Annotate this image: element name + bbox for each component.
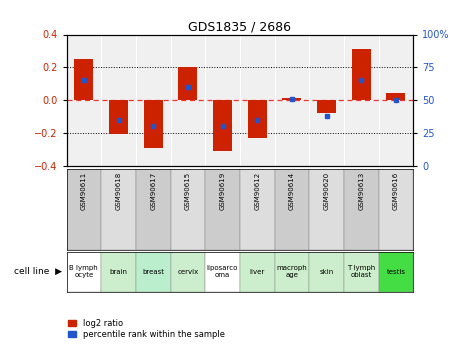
Text: liver: liver bbox=[249, 269, 265, 275]
Bar bbox=[101, 252, 136, 292]
Bar bbox=[282, 98, 302, 100]
Bar bbox=[178, 67, 198, 100]
Text: GSM90619: GSM90619 bbox=[219, 171, 226, 210]
Bar bbox=[309, 169, 344, 250]
Bar bbox=[101, 169, 136, 250]
Text: GSM90614: GSM90614 bbox=[289, 171, 295, 210]
Bar bbox=[379, 252, 413, 292]
Text: GSM90618: GSM90618 bbox=[115, 171, 122, 210]
Bar bbox=[275, 252, 309, 292]
Text: T lymph
oblast: T lymph oblast bbox=[347, 265, 375, 278]
Bar bbox=[66, 252, 101, 292]
Bar bbox=[74, 59, 94, 100]
Bar bbox=[240, 169, 275, 250]
Text: GSM90617: GSM90617 bbox=[150, 171, 156, 210]
Bar bbox=[344, 169, 379, 250]
Bar bbox=[205, 252, 240, 292]
Text: brain: brain bbox=[110, 269, 127, 275]
Text: cervix: cervix bbox=[177, 269, 199, 275]
Bar bbox=[317, 100, 336, 113]
Text: cell line  ▶: cell line ▶ bbox=[14, 267, 62, 276]
Bar bbox=[386, 93, 406, 100]
Text: liposarco
oma: liposarco oma bbox=[207, 265, 238, 278]
Bar bbox=[136, 169, 171, 250]
Text: GSM90615: GSM90615 bbox=[185, 171, 191, 210]
Bar bbox=[171, 169, 205, 250]
Bar bbox=[309, 252, 344, 292]
Bar bbox=[205, 169, 240, 250]
Bar bbox=[66, 169, 101, 250]
Text: breast: breast bbox=[142, 269, 164, 275]
Text: testis: testis bbox=[387, 269, 406, 275]
Bar bbox=[344, 252, 379, 292]
Text: GSM90613: GSM90613 bbox=[358, 171, 364, 210]
Title: GDS1835 / 2686: GDS1835 / 2686 bbox=[189, 20, 291, 33]
Bar bbox=[379, 169, 413, 250]
Bar bbox=[240, 252, 275, 292]
Legend: log2 ratio, percentile rank within the sample: log2 ratio, percentile rank within the s… bbox=[66, 317, 226, 341]
Text: GSM90620: GSM90620 bbox=[323, 171, 330, 210]
Text: GSM90612: GSM90612 bbox=[254, 171, 260, 210]
Text: GSM90611: GSM90611 bbox=[81, 171, 87, 210]
Text: B lymph
ocyte: B lymph ocyte bbox=[69, 265, 98, 278]
Text: macroph
age: macroph age bbox=[276, 265, 307, 278]
Bar bbox=[352, 49, 371, 100]
Bar bbox=[247, 100, 267, 138]
Bar bbox=[109, 100, 128, 135]
Text: skin: skin bbox=[319, 269, 333, 275]
Bar bbox=[171, 252, 205, 292]
Bar bbox=[143, 100, 163, 148]
Bar bbox=[275, 169, 309, 250]
Bar bbox=[213, 100, 232, 151]
Bar bbox=[136, 252, 171, 292]
Text: GSM90616: GSM90616 bbox=[393, 171, 399, 210]
